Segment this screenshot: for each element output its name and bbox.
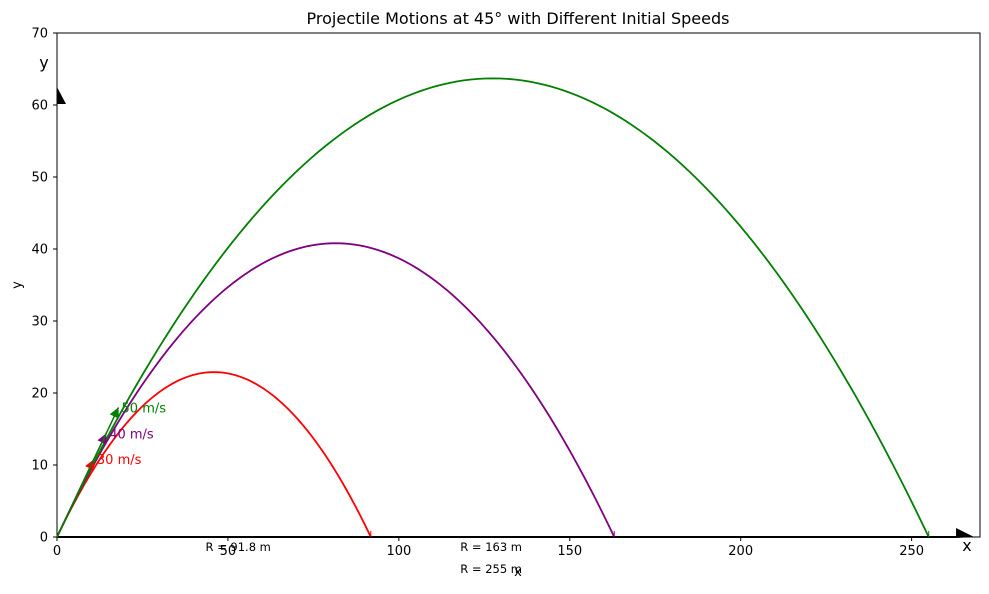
y-tick-label: 40 [31,243,48,258]
y-axis-label: y [10,281,25,289]
trajectory-30-line [56,371,372,538]
y-axis-arrow-label: y [39,53,48,72]
y-tick-label: 0 [40,531,48,546]
trajectory-50-line [56,77,930,538]
y-tick-label: 50 [31,171,48,186]
x-tick-label: 250 [899,544,924,559]
trajectory-40-line [56,242,616,538]
range-label-30: R = 91.8 m [205,540,270,554]
y-tick-label: 60 [31,99,48,114]
trajectory-curves [56,77,930,538]
x-axis-arrow-label: x [962,536,971,555]
x-tick-label: 0 [53,544,61,559]
y-tick-label: 70 [31,27,48,42]
y-axis-arrowhead [57,87,66,104]
y-tick-label: 10 [31,459,48,474]
x-axis-arrowhead [956,528,975,538]
axis-ticks: 0 50 100 150 200 250 0 10 20 30 40 50 60 70 [31,27,924,560]
range-label-40: R = 163 m [460,540,522,554]
annotations: 30 m/s R = 91.8 m 40 m/s R = 163 m 50 m/s R =… [56,87,975,576]
x-axis-label: x [514,565,522,580]
x-tick-label: 200 [728,544,753,559]
velocity-arrow-50 [56,407,120,538]
y-tick-label: 20 [31,387,48,402]
speed-label-40: 40 m/s [109,427,154,442]
x-tick-label: 50 [220,544,237,559]
x-tick-label: 100 [386,544,411,559]
speed-label-30: 30 m/s [97,453,142,468]
range-label-50: R = 255 m [460,562,522,576]
y-tick-label: 30 [31,315,48,330]
x-tick-label: 150 [557,544,582,559]
chart-title: Projectile Motions at 45° with Different… [307,9,730,28]
velocity-arrowhead-50 [109,407,119,419]
speed-label-50: 50 m/s [122,401,167,416]
plot-area [56,32,981,538]
